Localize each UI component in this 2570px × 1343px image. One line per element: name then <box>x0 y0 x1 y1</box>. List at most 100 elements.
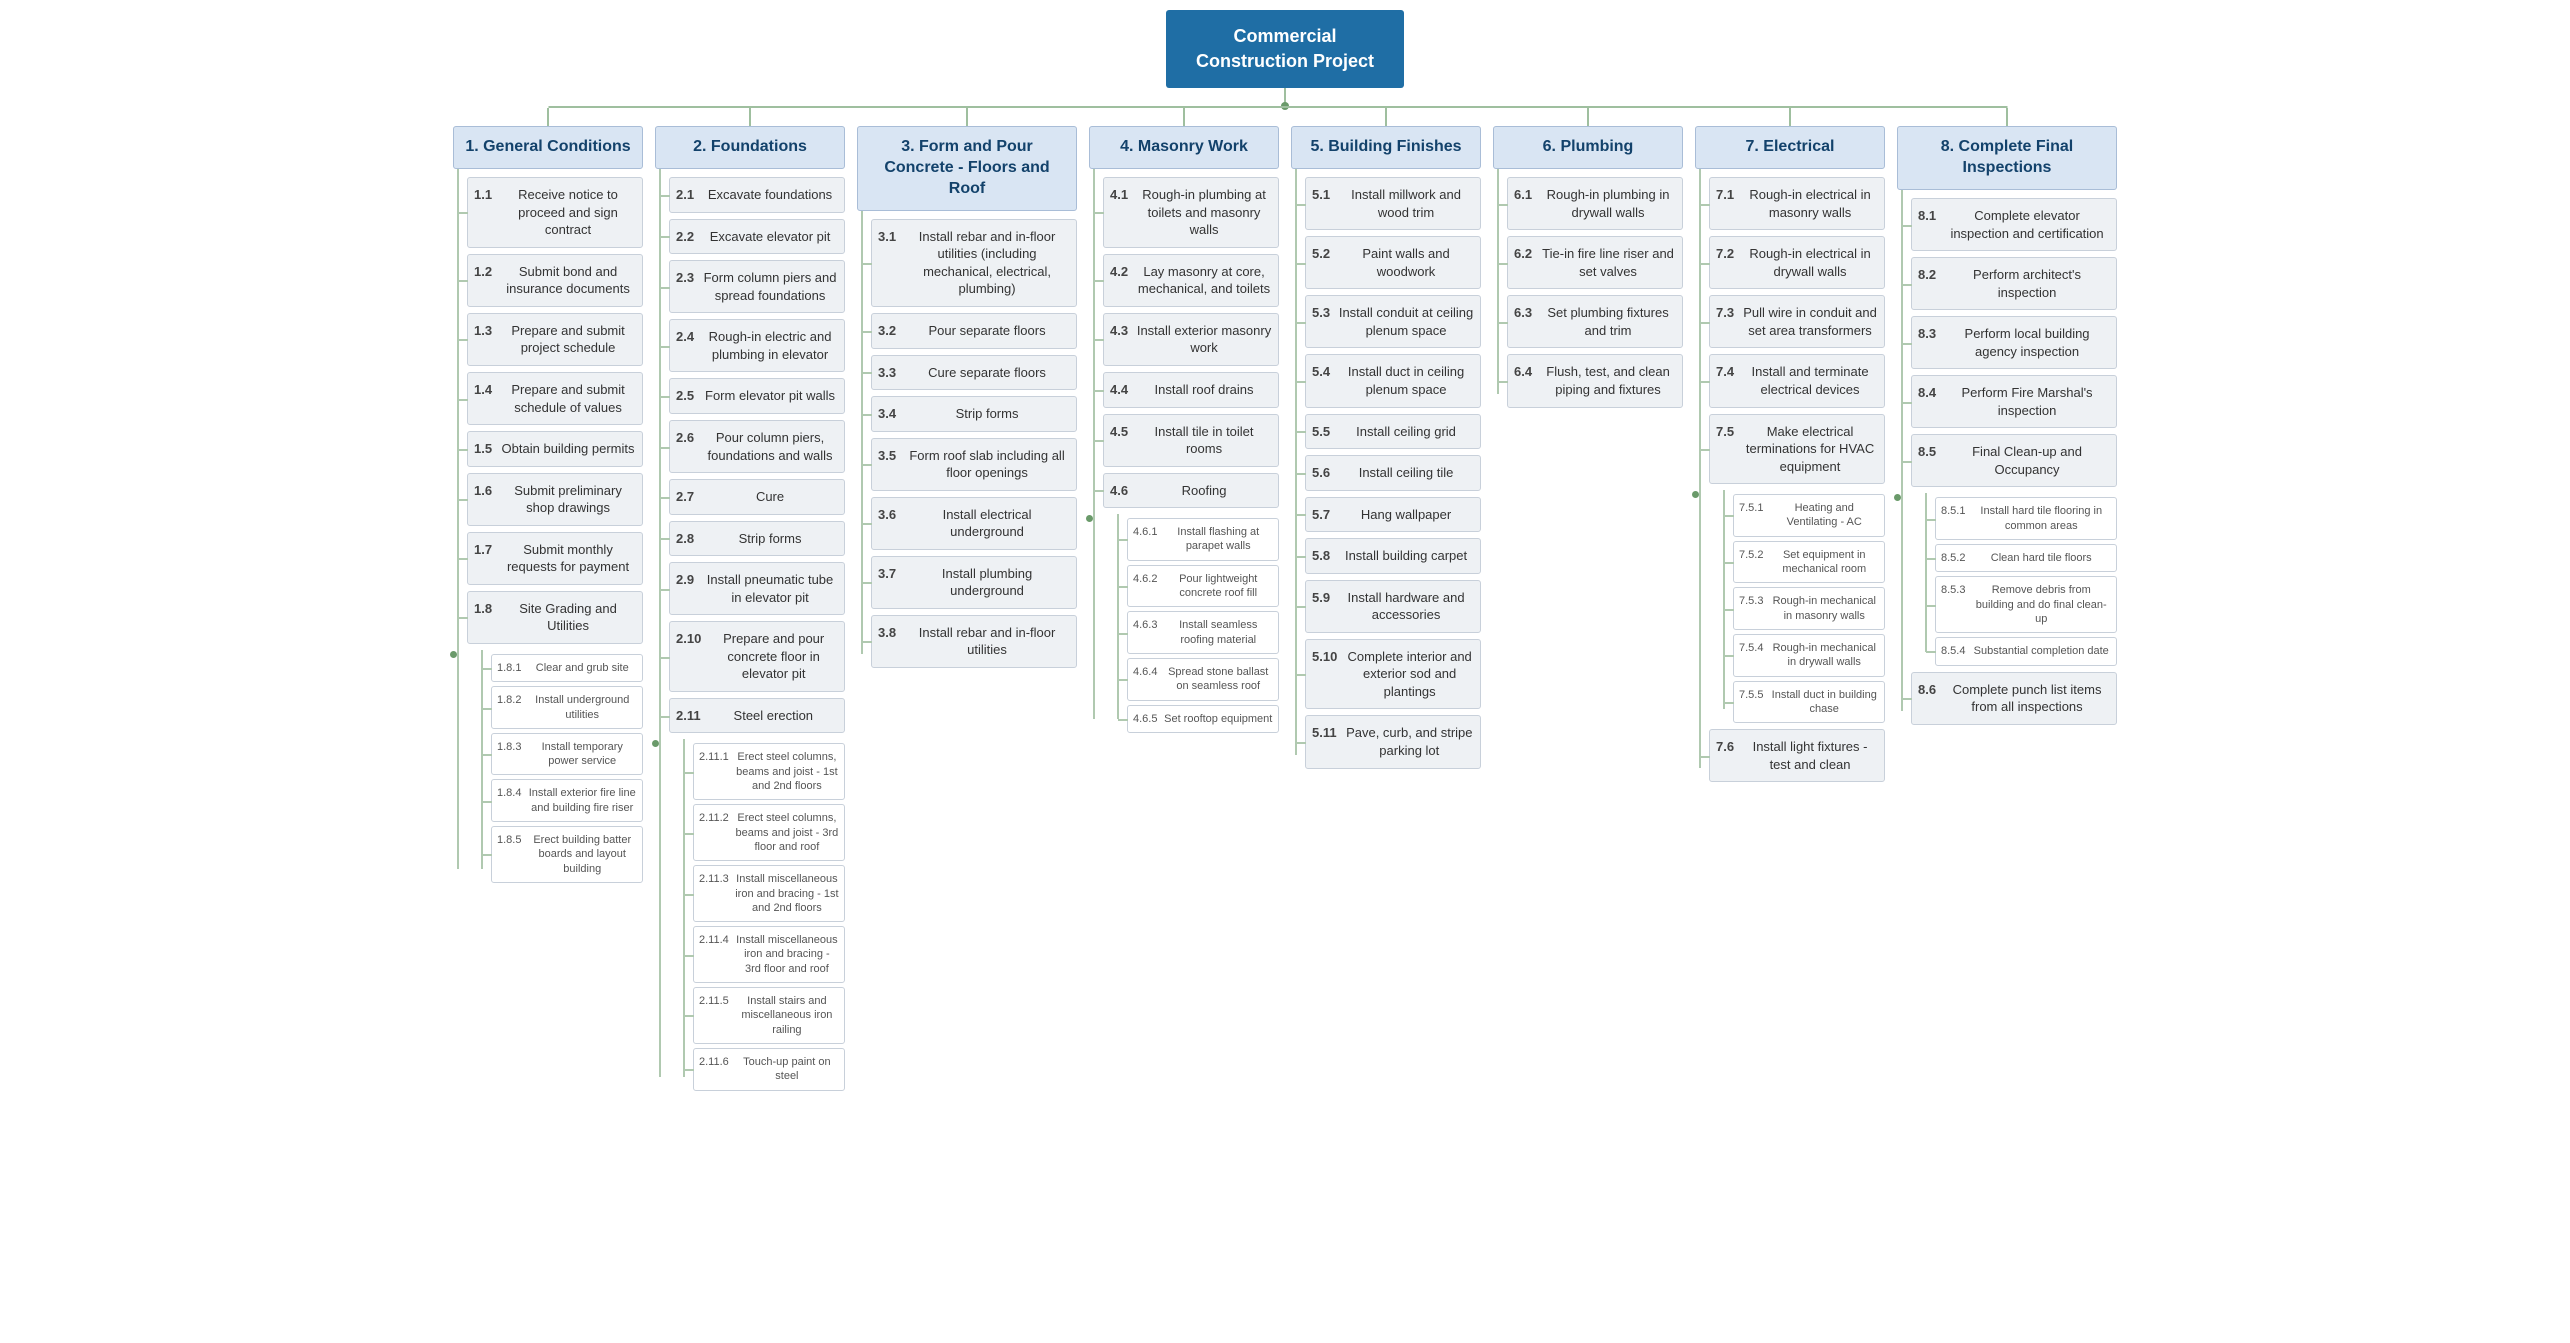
item-label: Install conduit at ceiling plenum space <box>1338 304 1474 339</box>
subitem-label: Install seamless roofing material <box>1163 618 1273 647</box>
item-label: Install rebar and in-floor utilities (in… <box>904 228 1070 298</box>
item-number: 8.1 <box>1918 207 1936 225</box>
wbs-item: 6.4Flush, test, and clean piping and fix… <box>1507 354 1683 407</box>
expand-dot-icon <box>1894 494 1901 501</box>
item-number: 3.6 <box>878 506 896 524</box>
item-number: 8.4 <box>1918 384 1936 402</box>
item-number: 5.7 <box>1312 506 1330 524</box>
wbs-item: 7.4Install and terminate electrical devi… <box>1709 354 1885 407</box>
subitems-list: 4.6.1Install flashing at parapet walls 4.… <box>1103 518 1279 733</box>
item-number: 8.2 <box>1918 266 1936 284</box>
item-number: 5.2 <box>1312 245 1330 263</box>
item-number: 2.1 <box>676 186 694 204</box>
wbs-subitem: 7.5.1Heating and Ventilating - AC <box>1733 494 1885 537</box>
wbs-item: 2.11Steel erection <box>669 698 845 734</box>
subitem-number: 8.5.2 <box>1941 551 1965 565</box>
category-box: 1. General Conditions <box>453 126 643 169</box>
wbs-item: 7.6Install light fixtures - test and cle… <box>1709 729 1885 782</box>
item-label: Strip forms <box>904 405 1070 423</box>
wbs-item: 2.10Prepare and pour concrete floor in e… <box>669 621 845 692</box>
wbs-subitem: 1.8.3Install temporary power service <box>491 733 643 776</box>
subitem-number: 8.5.4 <box>1941 644 1965 658</box>
item-label: Hang wallpaper <box>1338 506 1474 524</box>
item-number: 5.8 <box>1312 547 1330 565</box>
subitem-label: Pour lightweight concrete roof fill <box>1163 572 1273 601</box>
category-box: 6. Plumbing <box>1493 126 1683 169</box>
item-number: 3.7 <box>878 565 896 583</box>
wbs-item: 6.2Tie-in fire line riser and set valves <box>1507 236 1683 289</box>
wbs-subitem: 1.8.5Erect building batter boards and la… <box>491 826 643 883</box>
expand-dot-icon <box>450 651 457 658</box>
item-number: 3.3 <box>878 364 896 382</box>
subitems-list: 7.5.1Heating and Ventilating - AC7.5.2Se… <box>1709 494 1885 723</box>
item-label: Install plumbing underground <box>904 565 1070 600</box>
wbs-item: 2.6Pour column piers, foundations and wa… <box>669 420 845 473</box>
item-number: 8.5 <box>1918 443 1936 461</box>
item-number: 7.3 <box>1716 304 1734 322</box>
subitem-label: Install flashing at parapet walls <box>1163 525 1273 554</box>
item-number: 1.5 <box>474 440 492 458</box>
category-box: 7. Electrical <box>1695 126 1885 169</box>
subitem-label: Install duct in building chase <box>1769 688 1879 717</box>
wbs-item: 4.6Roofing <box>1103 473 1279 509</box>
item-label: Rough-in electrical in drywall walls <box>1742 245 1878 280</box>
item-number: 7.1 <box>1716 186 1734 204</box>
item-number: 4.6 <box>1110 482 1128 500</box>
item-number: 5.10 <box>1312 648 1337 666</box>
subitem-number: 7.5.2 <box>1739 548 1763 577</box>
item-label: Install rebar and in-floor utilities <box>904 624 1070 659</box>
item-label: Install electrical underground <box>904 506 1070 541</box>
items-list: 3.1Install rebar and in-floor utilities … <box>857 219 1077 668</box>
wbs-item: 8.3Perform local building agency inspect… <box>1911 316 2117 369</box>
item-number: 7.6 <box>1716 738 1734 756</box>
wbs-item: 2.8Strip forms <box>669 521 845 557</box>
subitem-number: 1.8.3 <box>497 740 521 769</box>
wbs-item: 5.5Install ceiling grid <box>1305 414 1481 450</box>
item-label: Prepare and pour concrete floor in eleva… <box>709 630 838 683</box>
item-label: Install and terminate electrical devices <box>1742 363 1878 398</box>
wbs-subitem: 2.11.2Erect steel columns, beams and joi… <box>693 804 845 861</box>
item-label: Install exterior masonry work <box>1136 322 1272 357</box>
item-number: 4.1 <box>1110 186 1128 204</box>
item-label: Strip forms <box>702 530 838 548</box>
column-connector <box>1789 108 1791 126</box>
item-number: 1.4 <box>474 381 492 399</box>
item-label: Receive notice to proceed and sign contr… <box>500 186 636 239</box>
item-label: Steel erection <box>709 707 838 725</box>
subitem-label: Erect building batter boards and layout … <box>527 833 637 876</box>
item-number: 5.5 <box>1312 423 1330 441</box>
item-label: Rough-in electric and plumbing in elevat… <box>702 328 838 363</box>
item-number: 4.3 <box>1110 322 1128 340</box>
item-number: 5.1 <box>1312 186 1330 204</box>
category-box: 5. Building Finishes <box>1291 126 1481 169</box>
subitem-number: 7.5.4 <box>1739 641 1763 670</box>
item-label: Complete interior and exterior sod and p… <box>1345 648 1474 701</box>
subitem-label: Rough-in mechanical in masonry walls <box>1769 594 1879 623</box>
wbs-item: 1.6Submit preliminary shop drawings <box>467 473 643 526</box>
item-label: Form roof slab including all floor openi… <box>904 447 1070 482</box>
subitem-number: 7.5.5 <box>1739 688 1763 717</box>
subitem-label: Erect steel columns, beams and joist - 1… <box>735 750 839 793</box>
subitems-list: 2.11.1Erect steel columns, beams and joi… <box>669 743 845 1090</box>
subitem-label: Touch-up paint on steel <box>735 1055 839 1084</box>
wbs-item: 5.11Pave, curb, and stripe parking lot <box>1305 715 1481 768</box>
column-connector <box>1587 108 1589 126</box>
subitem-label: Clear and grub site <box>527 661 637 675</box>
subitem-number: 4.6.1 <box>1133 525 1157 554</box>
root-connector <box>1284 88 1286 106</box>
item-label: Install hardware and accessories <box>1338 589 1474 624</box>
subitem-label: Rough-in mechanical in drywall walls <box>1769 641 1879 670</box>
item-label: Excavate elevator pit <box>702 228 838 246</box>
subitem-label: Clean hard tile floors <box>1971 551 2111 565</box>
item-label: Install millwork and wood trim <box>1338 186 1474 221</box>
item-number: 3.5 <box>878 447 896 465</box>
subitem-label: Substantial completion date <box>1971 644 2111 658</box>
items-list: 7.1Rough-in electrical in masonry walls7… <box>1695 177 1885 782</box>
item-number: 6.4 <box>1514 363 1532 381</box>
wbs-item: 1.5Obtain building permits <box>467 431 643 467</box>
item-label: Lay masonry at core, mechanical, and toi… <box>1136 263 1272 298</box>
wbs-subitem: 4.6.3Install seamless roofing material <box>1127 611 1279 654</box>
wbs-item: 5.6Install ceiling tile <box>1305 455 1481 491</box>
column: 1. General Conditions1.1Receive notice t… <box>453 108 643 883</box>
subitem-number: 4.6.3 <box>1133 618 1157 647</box>
